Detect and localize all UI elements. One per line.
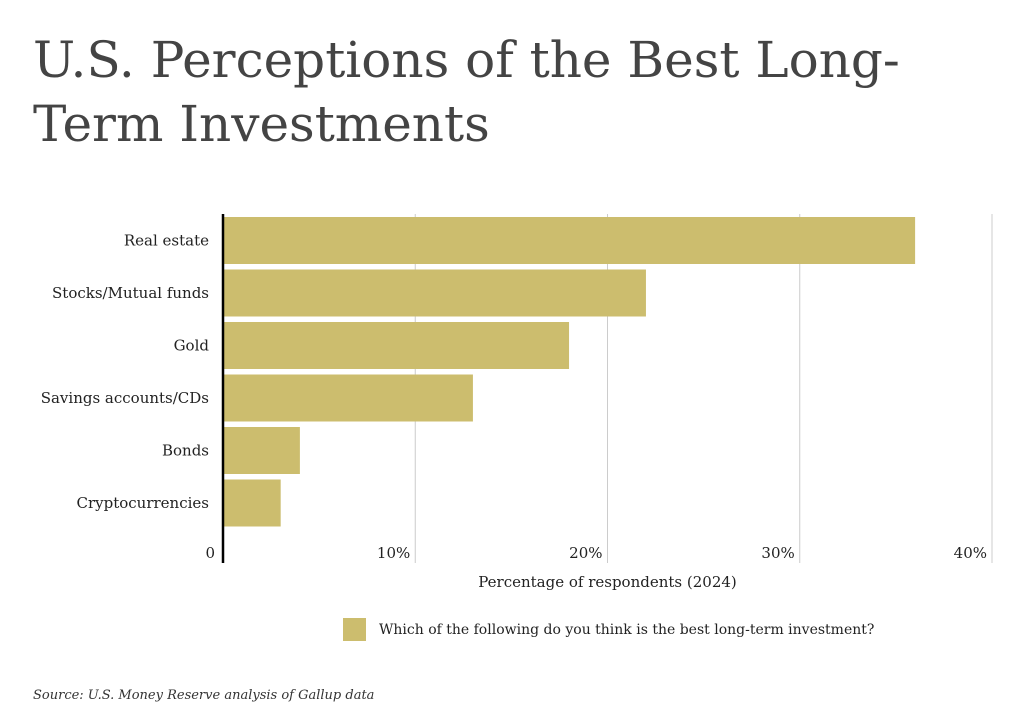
category-label: Savings accounts/CDs [41,389,209,407]
source-note: Source: U.S. Money Reserve analysis of G… [33,688,375,703]
bar-chart: Real estate Stocks/Mutual funds Gold Saving… [41,214,993,591]
bar-savings-accounts-cds [223,374,473,422]
legend-swatch [343,618,366,641]
bar-gold [223,322,570,369]
x-tick-label: 40% [954,544,987,562]
legend-label: Which of the following do you think is t… [379,621,875,638]
gridlines [414,214,993,563]
x-tick-label: 10% [377,544,410,562]
bar-real-estate [223,217,916,264]
bar-bonds [223,427,300,474]
x-tick-label: 30% [761,544,794,562]
category-label: Gold [174,337,210,355]
category-labels: Real estate Stocks/Mutual funds Gold Saving… [41,232,210,513]
chart-title: U.S. Perceptions of the Best Long-Term I… [33,31,900,153]
category-label: Stocks/Mutual funds [52,284,209,302]
category-label: Real estate [124,232,209,250]
bars [223,217,916,527]
bar-cryptocurrencies [223,479,281,527]
x-tick-label: 20% [569,544,602,562]
x-tick-label: 0 [205,544,215,562]
bar-stocks-mutual-funds [223,269,646,317]
category-label: Bonds [162,442,209,460]
legend: Which of the following do you think is t… [343,618,874,641]
category-label: Cryptocurrencies [77,494,210,512]
x-tick-labels: 0 10% 20% 30% 40% [205,544,987,562]
x-axis-title: Percentage of respondents (2024) [478,573,737,591]
